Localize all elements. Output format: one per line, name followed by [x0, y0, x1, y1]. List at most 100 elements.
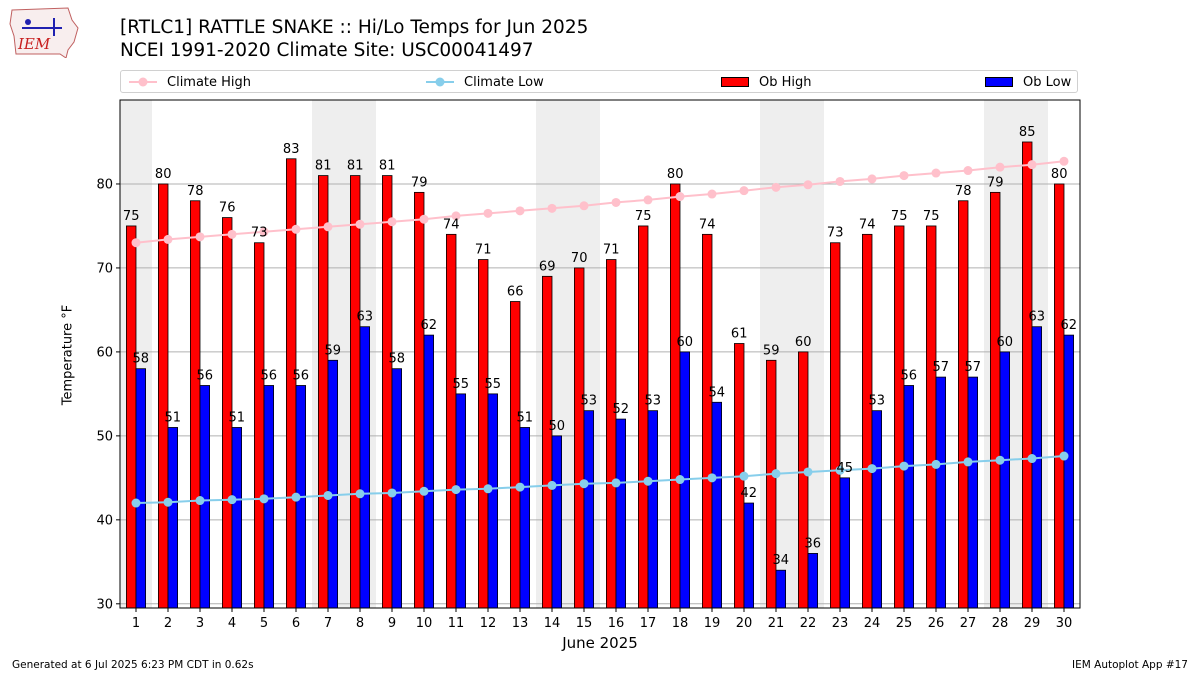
ob-low-value-label: 62 [421, 318, 438, 333]
climate-high-point [579, 201, 589, 211]
climate-high-point [643, 195, 653, 205]
ob-low-value-label: 53 [581, 394, 598, 409]
ob-low-bar [711, 401, 723, 609]
ob-low-bar [135, 368, 147, 609]
climate-high-point [515, 206, 525, 216]
ob-low-bar [583, 410, 595, 609]
ob-low-bar [231, 427, 243, 609]
ob-high-bar [445, 233, 457, 609]
climate-high-point [259, 227, 269, 237]
ob-high-bar [349, 175, 361, 609]
ob-high-value-label: 81 [315, 159, 332, 174]
legend-ob-low-label: Ob Low [1023, 74, 1072, 90]
x-axis-label: June 2025 [562, 634, 638, 652]
ob-low-value-label: 56 [293, 368, 310, 383]
ob-low-bar [359, 326, 371, 609]
climate-low-point [419, 486, 429, 496]
ob-low-value-label: 55 [485, 377, 502, 392]
climate-low-point [323, 490, 333, 500]
ob-high-bar [606, 259, 617, 609]
ob-high-value-label: 60 [795, 335, 812, 350]
x-tick-label: 9 [388, 616, 396, 631]
ob-high-bar [509, 301, 521, 609]
climate-low-point [931, 459, 941, 469]
y-tick-label: 40 [96, 513, 113, 528]
climate-high-point [611, 197, 621, 207]
ob-high-value-label: 75 [923, 209, 940, 224]
climate-low-point [387, 488, 397, 498]
climate-low-point [611, 478, 621, 488]
ob-high-bar [542, 275, 553, 609]
legend-ob-high-swatch [721, 77, 749, 87]
climate-low-point [355, 489, 365, 499]
ob-high-bar [157, 183, 169, 609]
ob-high-bar [990, 191, 1001, 609]
ob-high-bar [381, 175, 393, 609]
climate-low-point [291, 492, 301, 502]
y-tick-label: 70 [96, 261, 113, 276]
ob-low-value-label: 53 [869, 394, 886, 409]
ob-high-bar [126, 225, 137, 609]
x-tick-label: 24 [864, 616, 881, 631]
climate-high-point [451, 211, 461, 221]
x-tick-label: 5 [260, 616, 268, 631]
x-tick-label: 22 [800, 616, 817, 631]
ob-low-value-label: 56 [261, 368, 278, 383]
ob-high-value-label: 74 [443, 217, 460, 232]
ob-low-value-label: 42 [741, 486, 758, 501]
x-tick-label: 4 [228, 616, 236, 631]
x-tick-label: 3 [196, 616, 204, 631]
ob-high-bar [253, 242, 265, 609]
ob-low-value-label: 60 [997, 335, 1014, 350]
ob-low-bar [1063, 334, 1075, 609]
y-tick-label: 30 [96, 597, 113, 612]
ob-low-bar [615, 418, 627, 609]
ob-high-value-label: 79 [987, 175, 1004, 190]
x-tick-label: 6 [292, 616, 300, 631]
climate-low-point [675, 475, 685, 485]
title-line-2: NCEI 1991-2020 Climate Site: USC00041497 [120, 40, 534, 61]
climate-low-point [899, 461, 909, 471]
generated-timestamp: Generated at 6 Jul 2025 6:23 PM CDT in 0… [12, 659, 254, 671]
climate-high-point [163, 234, 173, 244]
ob-high-value-label: 83 [283, 142, 300, 157]
y-axis-label: Temperature °F [60, 304, 76, 406]
climate-low-point [227, 495, 237, 505]
climate-high-point [995, 162, 1005, 172]
iem-logo: IEM [9, 7, 79, 58]
climate-low-point [963, 457, 973, 467]
ob-high-value-label: 78 [187, 184, 204, 199]
ob-low-bar [327, 359, 339, 609]
ob-low-value-label: 51 [229, 410, 246, 425]
legend-ob-low: Ob Low [985, 74, 1071, 90]
legend-climate-low: Climate Low [426, 74, 544, 90]
ob-high-bar [702, 233, 713, 609]
chart-legend: Climate High Climate Low Ob High Ob Low [120, 70, 1078, 93]
ob-low-value-label: 36 [805, 536, 822, 551]
ob-low-bar [391, 368, 403, 609]
ob-low-bar [775, 569, 787, 609]
climate-low-point [259, 494, 269, 504]
ob-high-value-label: 73 [251, 226, 268, 241]
climate-high-point [835, 176, 845, 186]
y-tick-label: 60 [96, 345, 113, 360]
ob-high-bar [862, 233, 873, 609]
ob-low-bar [903, 385, 915, 609]
climate-low-point [195, 496, 205, 506]
ob-low-value-label: 59 [325, 343, 342, 358]
ob-high-value-label: 66 [507, 285, 524, 300]
climate-low-line [135, 455, 1065, 504]
climate-high-point [323, 222, 333, 232]
ob-high-value-label: 69 [539, 259, 556, 274]
legend-ob-low-swatch [985, 77, 1013, 87]
ob-high-value-label: 75 [635, 209, 652, 224]
x-tick-label: 13 [512, 616, 529, 631]
ob-low-value-label: 58 [133, 352, 150, 367]
x-tick-label: 23 [832, 616, 849, 631]
ob-high-bar [894, 225, 905, 609]
chart-title: [RTLC1] RATTLE SNAKE :: Hi/Lo Temps for … [120, 16, 588, 62]
climate-high-point [131, 238, 141, 248]
legend-climate-high-marker [129, 77, 157, 87]
climate-high-point [739, 186, 749, 196]
ob-low-value-label: 56 [197, 368, 214, 383]
